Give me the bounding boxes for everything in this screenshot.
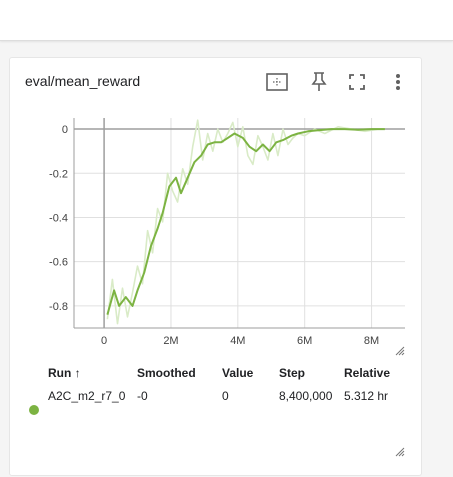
more-vert-icon[interactable] bbox=[386, 70, 410, 94]
raw-series-line bbox=[106, 119, 385, 325]
cell-run: A2C_m2_r7_0 bbox=[48, 389, 126, 403]
card-resize-handle-icon[interactable] bbox=[395, 447, 405, 457]
chart-resize-handle-icon[interactable] bbox=[395, 346, 405, 356]
x-tick-label: 8M bbox=[364, 335, 379, 347]
cell-step: 8,400,000 bbox=[279, 389, 333, 403]
y-tick-label: 0 bbox=[62, 124, 68, 136]
y-tick-label: -0.6 bbox=[49, 257, 68, 269]
run-color-swatch[interactable] bbox=[29, 405, 39, 415]
cell-relative: 5.312 hr bbox=[344, 389, 389, 403]
top-toolbar bbox=[0, 0, 453, 41]
y-tick-label: -0.8 bbox=[49, 301, 68, 313]
x-tick-label: 0 bbox=[101, 335, 107, 347]
chart-card: eval/mean_reward 0 -0.2 -0.4 -0.6 -0.8 0 2M 4M 6… bbox=[9, 57, 422, 476]
x-tick-label: 4M bbox=[230, 335, 245, 347]
chart-title: eval/mean_reward bbox=[25, 73, 141, 89]
y-tick-label: -0.2 bbox=[49, 168, 68, 180]
cell-smoothed: -0 bbox=[137, 389, 148, 403]
x-tick-label: 6M bbox=[297, 335, 312, 347]
fit-domain-icon[interactable] bbox=[265, 70, 289, 94]
fullscreen-icon[interactable] bbox=[345, 70, 369, 94]
header-run[interactable]: Run ↑ bbox=[48, 366, 81, 380]
y-tick-label: -0.4 bbox=[49, 212, 68, 224]
header-step[interactable]: Step bbox=[279, 366, 306, 380]
header-value[interactable]: Value bbox=[222, 366, 254, 380]
pin-icon[interactable] bbox=[307, 70, 331, 94]
line-chart[interactable]: 0 -0.2 -0.4 -0.6 -0.8 0 2M 4M 6M 8M bbox=[10, 58, 421, 358]
runs-table: Run ↑ Smoothed Value Step Relative A2C_m… bbox=[48, 362, 404, 408]
header-relative[interactable]: Relative bbox=[344, 366, 391, 380]
cell-value: 0 bbox=[222, 389, 229, 403]
header-smoothed[interactable]: Smoothed bbox=[137, 366, 196, 380]
x-tick-label: 2M bbox=[163, 335, 178, 347]
table-row: A2C_m2_r7_0 -0 0 8,400,000 5.312 hr bbox=[48, 384, 404, 408]
smoothed-series-line bbox=[106, 128, 385, 315]
